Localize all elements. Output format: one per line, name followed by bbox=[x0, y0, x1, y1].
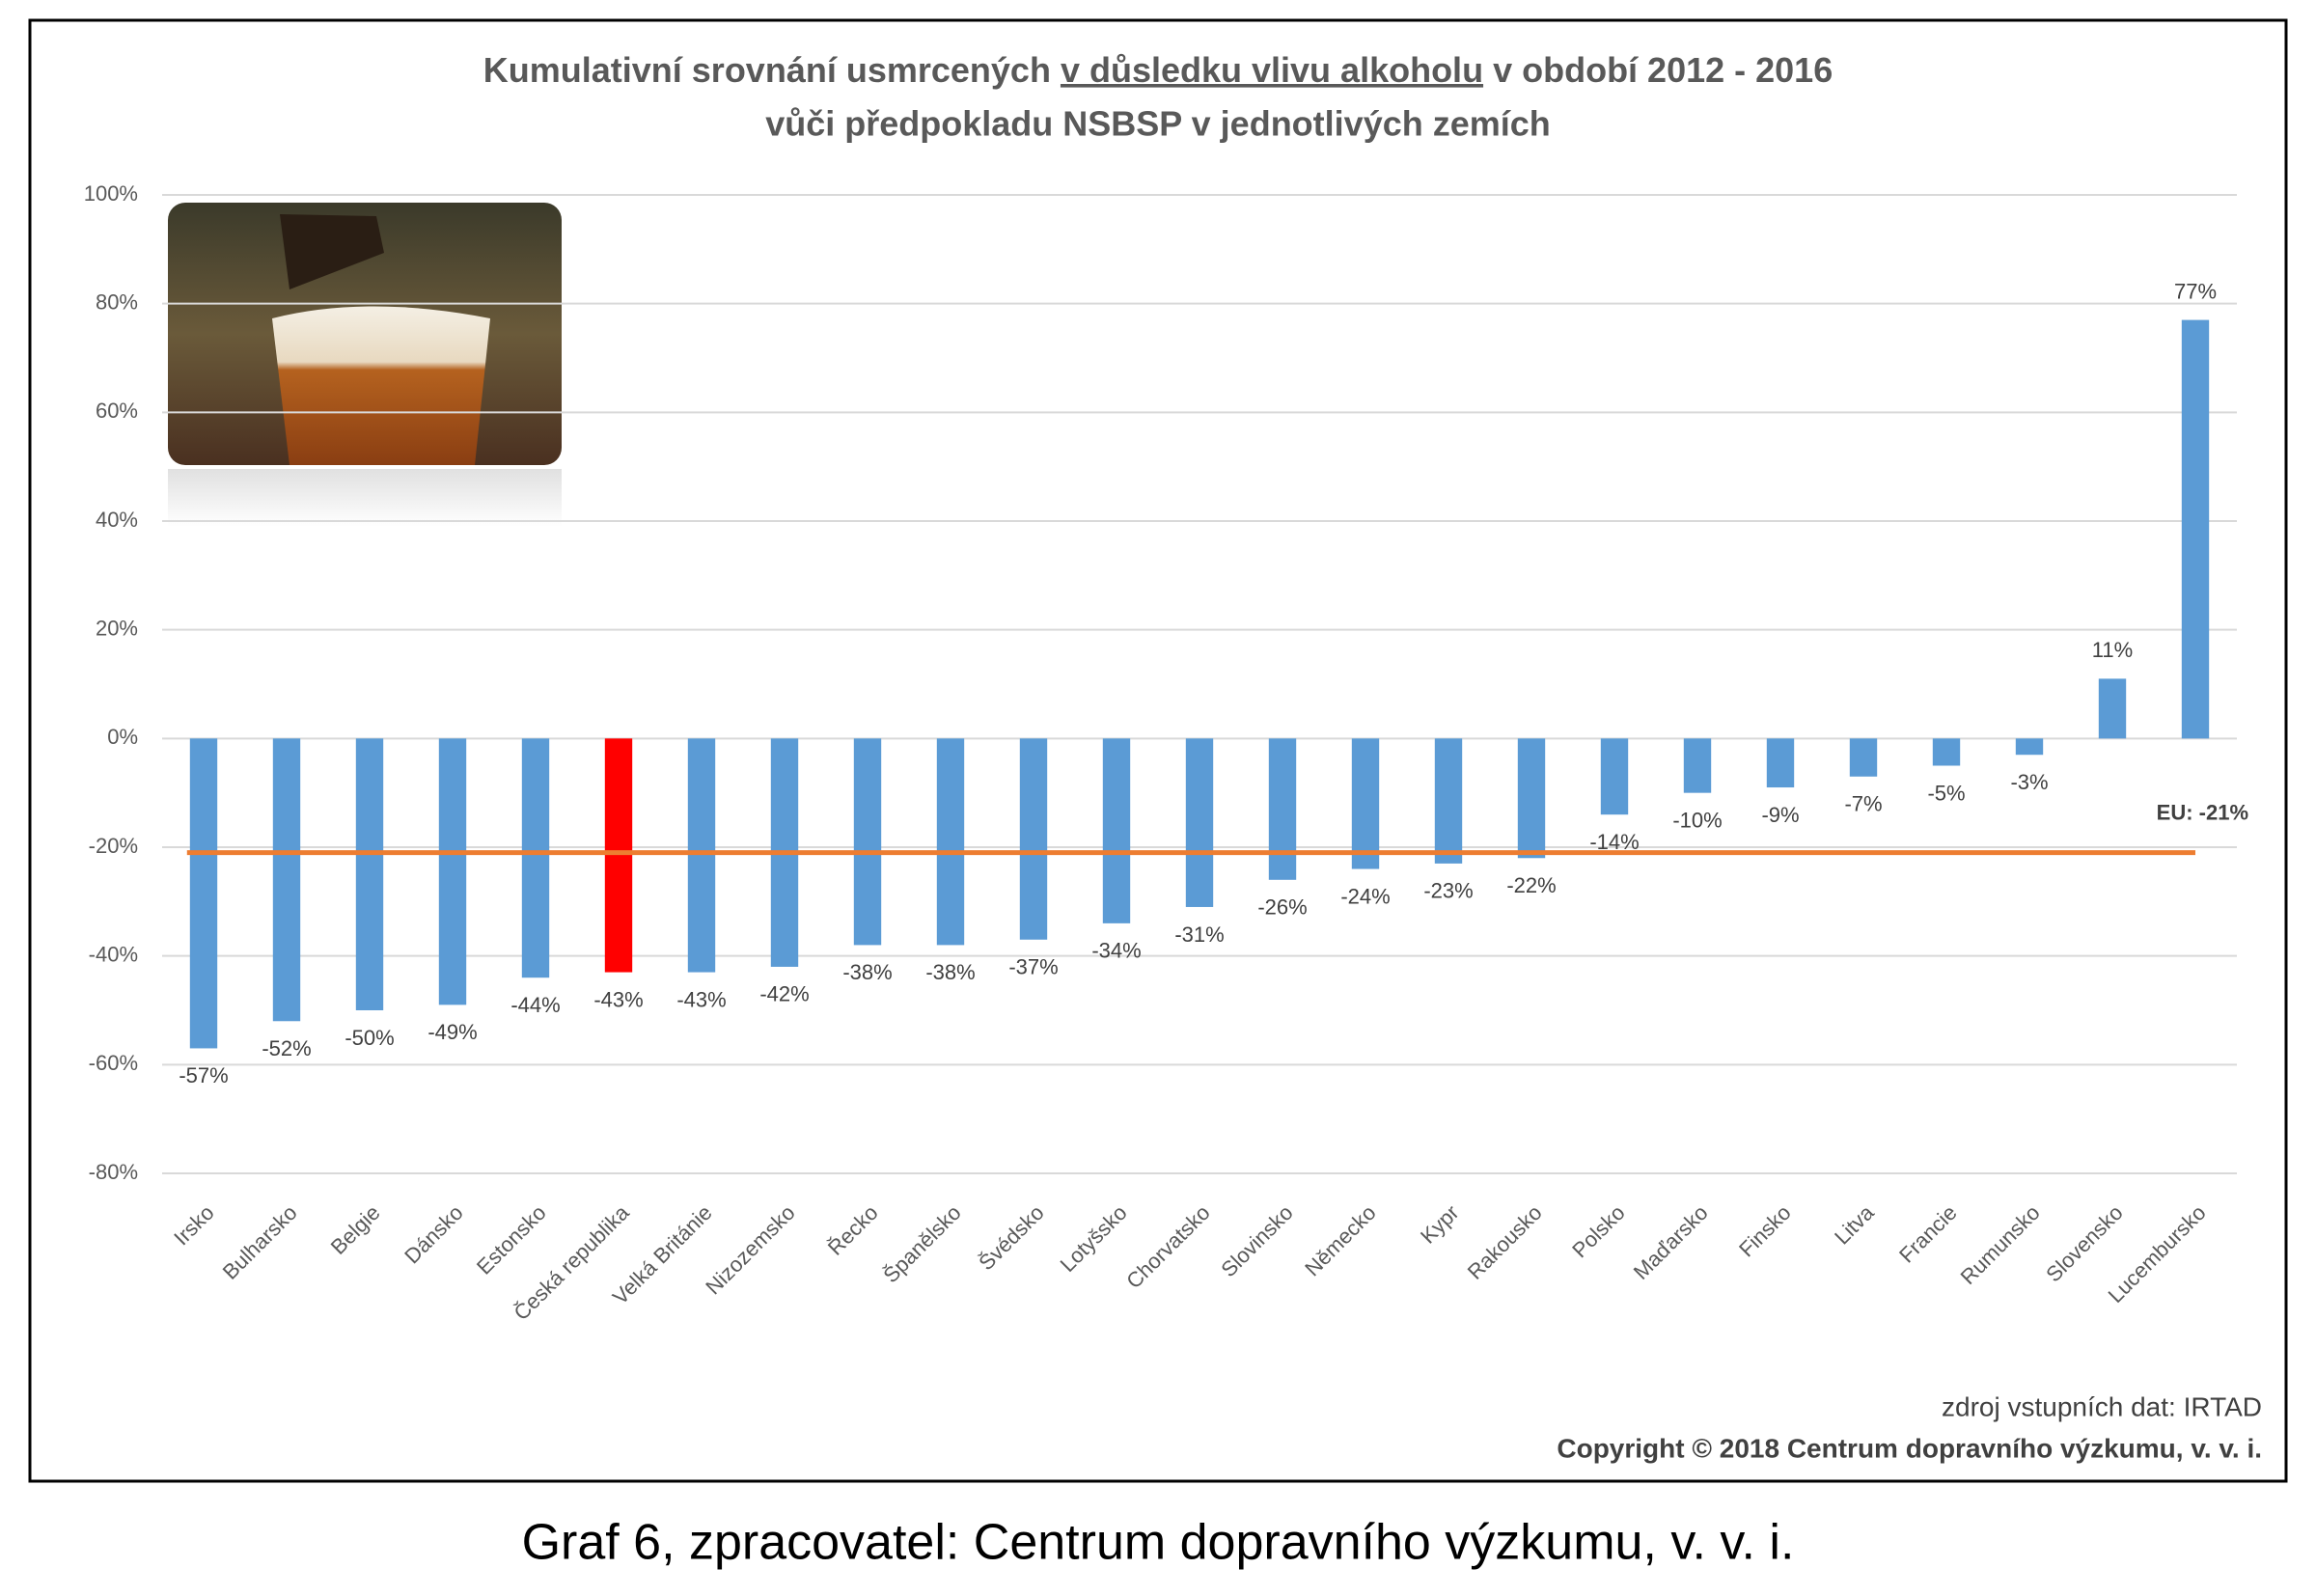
bar bbox=[438, 738, 467, 1005]
y-tick-label: 40% bbox=[96, 508, 138, 532]
bar bbox=[1932, 738, 1961, 766]
value-label: -9% bbox=[1761, 803, 1799, 827]
value-label: -49% bbox=[427, 1020, 477, 1044]
y-tick-label: 100% bbox=[84, 181, 138, 206]
bar bbox=[272, 738, 301, 1022]
y-tick-label: -40% bbox=[89, 942, 138, 966]
value-label: -50% bbox=[345, 1026, 394, 1050]
value-label: -31% bbox=[1174, 922, 1224, 947]
bar bbox=[1185, 738, 1214, 907]
bar bbox=[521, 738, 550, 978]
bar bbox=[189, 738, 218, 1049]
value-label: -42% bbox=[759, 982, 809, 1006]
value-label: -43% bbox=[676, 987, 726, 1011]
value-label: -7% bbox=[1844, 792, 1882, 816]
y-tick-label: 0% bbox=[107, 725, 138, 749]
value-label: -52% bbox=[262, 1036, 311, 1060]
value-label: -3% bbox=[2010, 770, 2048, 794]
bar bbox=[2181, 319, 2210, 739]
value-label: -44% bbox=[510, 993, 560, 1017]
bar bbox=[2015, 738, 2044, 756]
bar bbox=[1434, 738, 1463, 864]
value-label: -57% bbox=[179, 1063, 228, 1087]
y-tick-label: 20% bbox=[96, 616, 138, 640]
value-label: -23% bbox=[1423, 879, 1473, 903]
bar bbox=[853, 738, 882, 946]
bar bbox=[1517, 738, 1546, 859]
bar bbox=[1600, 738, 1629, 815]
y-tick-label: -80% bbox=[89, 1160, 138, 1184]
bar bbox=[1766, 738, 1795, 788]
bar bbox=[355, 738, 384, 1010]
bar bbox=[936, 738, 965, 946]
value-label: -43% bbox=[593, 987, 643, 1011]
bar bbox=[604, 738, 633, 973]
value-label: -24% bbox=[1340, 884, 1390, 908]
y-tick-label: 80% bbox=[96, 289, 138, 314]
value-label: 11% bbox=[2092, 638, 2133, 662]
y-tick-label: -60% bbox=[89, 1051, 138, 1075]
value-label: -37% bbox=[1008, 955, 1058, 979]
value-label: -34% bbox=[1091, 939, 1141, 963]
caption: Graf 6, zpracovatel: Centrum dopravního … bbox=[522, 1515, 1795, 1571]
source: zdroj vstupních dat: IRTAD bbox=[1942, 1391, 2262, 1421]
copyright: Copyright © 2018 Centrum dopravního výzk… bbox=[1557, 1433, 2262, 1463]
bar bbox=[1102, 738, 1131, 923]
bar bbox=[1683, 738, 1712, 793]
value-label: -14% bbox=[1589, 830, 1639, 854]
bar bbox=[1849, 738, 1878, 777]
bar bbox=[1268, 738, 1297, 880]
chart-subtitle: vůči předpokladu NSBSP v jednotlivých ze… bbox=[765, 104, 1551, 144]
value-label: -38% bbox=[842, 960, 892, 984]
photo bbox=[168, 203, 562, 527]
value-label: -38% bbox=[925, 960, 975, 984]
y-tick-label: 60% bbox=[96, 399, 138, 423]
y-tick-label: -20% bbox=[89, 834, 138, 858]
chart-title: Kumulativní srovnání usmrcených v důsled… bbox=[483, 50, 1833, 90]
reference-label: EU: -21% bbox=[2157, 800, 2248, 824]
value-label: -10% bbox=[1672, 808, 1722, 832]
bar bbox=[687, 738, 716, 973]
value-label: -26% bbox=[1257, 895, 1307, 920]
value-label: -22% bbox=[1506, 873, 1556, 897]
bar bbox=[2098, 678, 2127, 739]
value-label: 77% bbox=[2174, 279, 2217, 303]
value-label: -5% bbox=[1927, 781, 1965, 805]
bar bbox=[1351, 738, 1380, 869]
bar bbox=[1019, 738, 1048, 940]
